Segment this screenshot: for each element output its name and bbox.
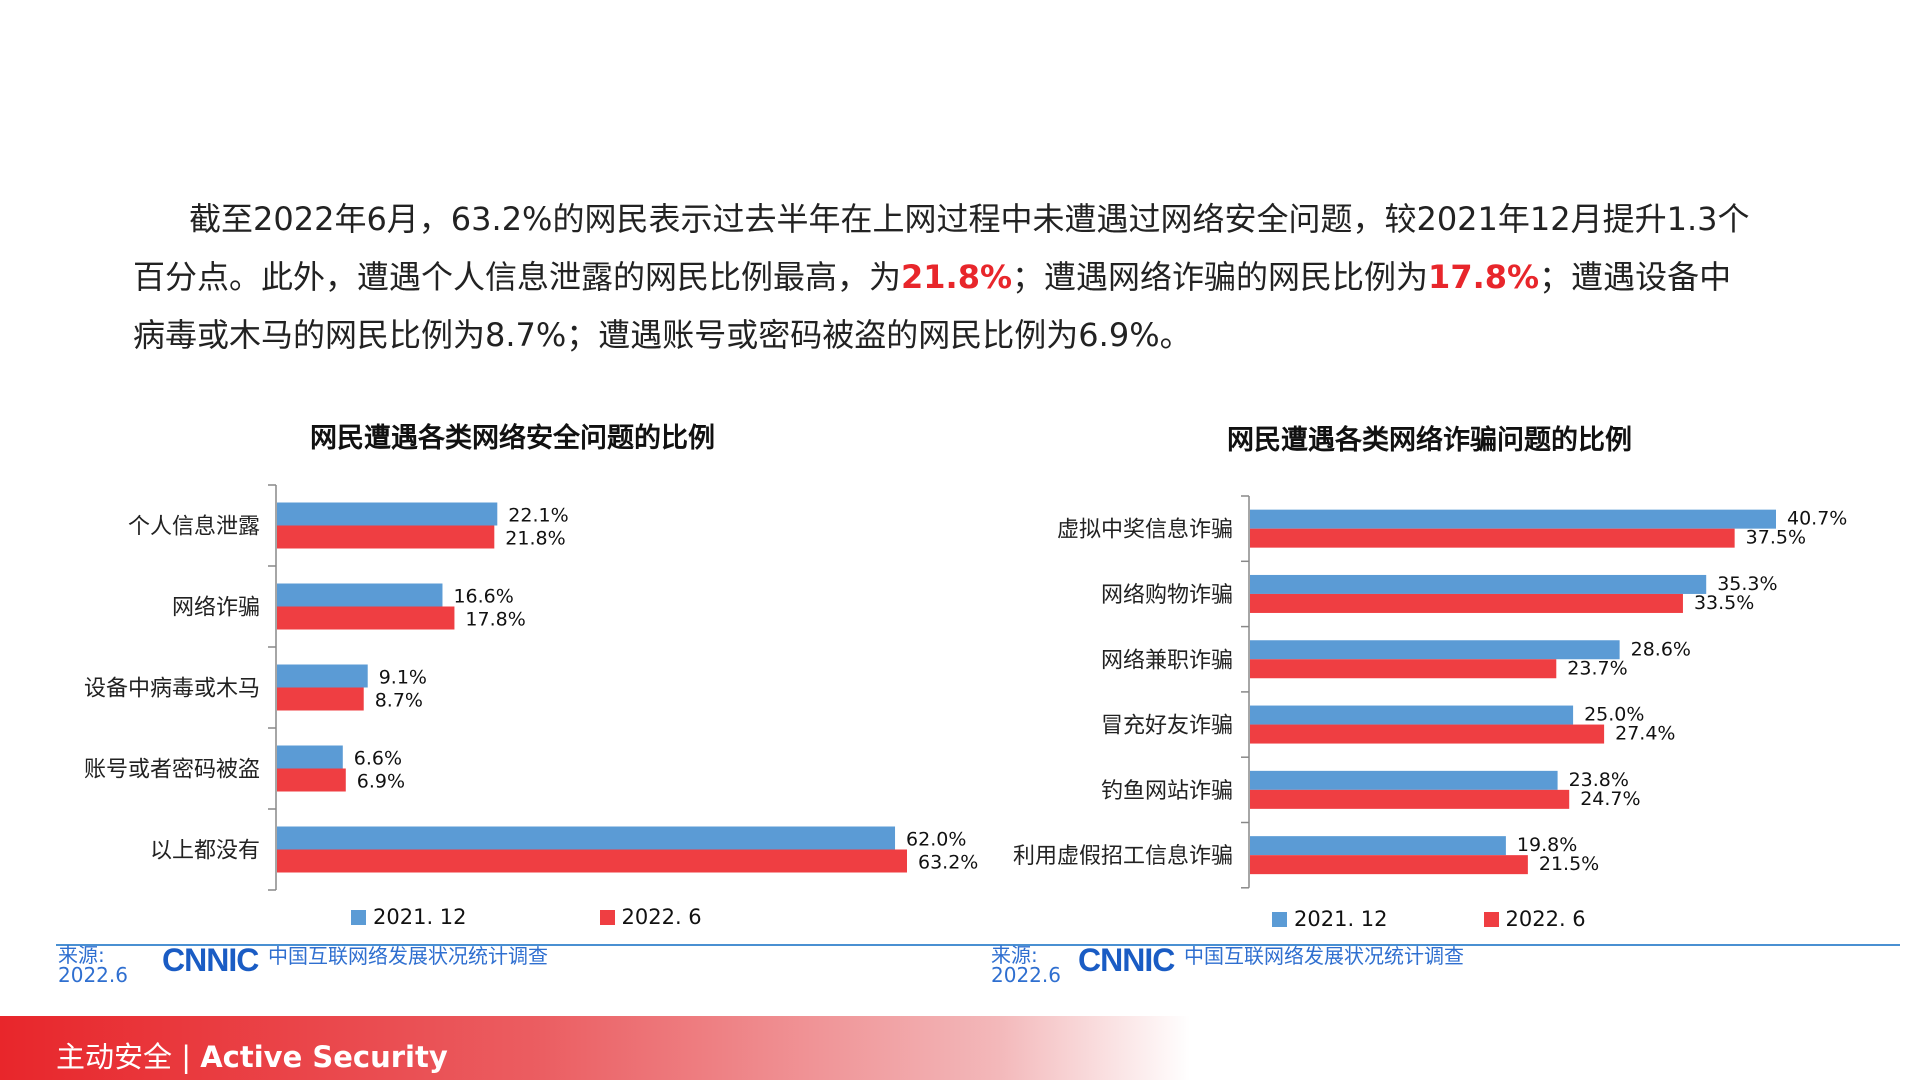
data-label: 22.1% <box>508 505 568 527</box>
source-date: 2022.6 <box>991 963 1061 987</box>
legend-label: 2021. 12 <box>373 905 467 929</box>
bar-blue <box>277 583 443 607</box>
bar-red <box>1250 855 1528 875</box>
data-label: 9.1% <box>379 667 427 689</box>
data-label: 6.9% <box>357 771 405 793</box>
category-label: 设备中病毒或木马 <box>84 677 260 702</box>
data-label: 33.5% <box>1694 592 1754 614</box>
legend-item-2022: 2022. 6 <box>599 905 702 929</box>
data-label: 17.8% <box>465 609 525 631</box>
data-label: 16.6% <box>453 586 513 608</box>
data-label: 25.0% <box>1584 704 1644 726</box>
bar-red <box>277 606 455 630</box>
category-label: 账号或者密码被盗 <box>84 758 260 783</box>
category-label: 网络诈骗 <box>172 596 260 621</box>
legend-label: 2022. 6 <box>1505 907 1586 931</box>
data-label: 6.6% <box>354 748 402 770</box>
data-label: 19.8% <box>1517 834 1577 856</box>
bar-blue <box>277 745 343 769</box>
category-label: 虚拟中奖信息诈骗 <box>1057 518 1233 543</box>
bar-blue <box>1250 640 1620 660</box>
category-label: 个人信息泄露 <box>128 515 260 540</box>
bar-red <box>1250 528 1735 548</box>
data-label: 28.6% <box>1631 638 1691 660</box>
source-org: 中国互联网络发展状况统计调查 <box>1184 944 1464 968</box>
bar-blue <box>277 826 896 850</box>
source-label: 来源: <box>58 943 105 967</box>
category-label: 利用虚假招工信息诈骗 <box>1013 844 1233 869</box>
bar-red <box>1250 724 1605 744</box>
legend-swatch-blue <box>1272 911 1287 927</box>
bar-blue <box>1250 705 1574 725</box>
legend-item-2022: 2022. 6 <box>1483 907 1586 931</box>
data-label: 63.2% <box>918 852 978 874</box>
data-label: 62.0% <box>906 829 966 851</box>
intro-paragraph: 截至2022年6月，63.2%的网民表示过去半年在上网过程中未遭遇过网络安全问题… <box>133 190 1753 364</box>
source-date: 2022.6 <box>58 963 128 987</box>
bar-red <box>1250 659 1557 679</box>
data-label: 23.8% <box>1569 769 1629 791</box>
bar-blue <box>277 502 498 526</box>
bar-red <box>277 525 495 549</box>
data-label: 24.7% <box>1580 788 1640 810</box>
bar-blue <box>1250 836 1506 856</box>
bar-blue <box>1250 509 1776 529</box>
category-label: 钓鱼网站诈骗 <box>1101 779 1233 804</box>
intro-text-1: 截至2022年6月，63.2%的网民表示过去半年在上网过程中未遭遇过网络安全问题… <box>133 200 1750 296</box>
footer-en: Active Security <box>200 1040 448 1074</box>
category-label: 冒充好友诈骗 <box>1101 714 1233 739</box>
footer-cn: 主动安全 <box>56 1040 173 1074</box>
data-label: 21.5% <box>1539 853 1599 875</box>
intro-highlight-2: 17.8% <box>1428 258 1540 296</box>
data-label: 35.3% <box>1717 573 1777 595</box>
legend-swatch-red <box>599 909 615 925</box>
chart-1-legend: 2021. 12 2022. 6 <box>351 905 702 929</box>
bar-blue <box>277 664 368 688</box>
intro-text-3: ；遭遇设备中病毒或木马的网民比例为8.7%；遭遇账号或密码被盗的网民比例为6.9… <box>133 258 1732 354</box>
bar-red <box>1250 789 1570 809</box>
source-divider <box>56 944 1900 946</box>
footer-band <box>0 1016 1920 1080</box>
bar-blue <box>1250 770 1558 790</box>
legend-label: 2022. 6 <box>621 905 702 929</box>
chart-2-title: 网民遭遇各类网络诈骗问题的比例 <box>1227 425 1632 456</box>
intro-highlight-1: 21.8% <box>901 258 1013 296</box>
cnnic-logo: CNNIC <box>1078 942 1175 978</box>
bar-red <box>277 849 907 873</box>
data-label: 21.8% <box>505 528 565 550</box>
legend-item-2021: 2021. 12 <box>1272 907 1388 931</box>
source-right: 来源: 2022.6 <box>991 945 1061 985</box>
data-label: 23.7% <box>1567 657 1627 679</box>
chart-2-legend: 2021. 12 2022. 6 <box>1272 907 1586 931</box>
legend-swatch-red <box>1483 911 1499 927</box>
chart-1-title: 网民遭遇各类网络安全问题的比例 <box>310 423 715 454</box>
source-label: 来源: <box>991 943 1038 967</box>
legend-label: 2021. 12 <box>1294 907 1388 931</box>
source-left: 来源: 2022.6 <box>58 945 128 985</box>
legend-item-2021: 2021. 12 <box>351 905 467 929</box>
category-label: 网络购物诈骗 <box>1101 583 1233 608</box>
data-label: 37.5% <box>1746 527 1806 549</box>
cnnic-logo: CNNIC <box>162 942 259 978</box>
intro-text-2: ；遭遇网络诈骗的网民比例为 <box>1012 258 1429 296</box>
footer-title: 主动安全 | Active Security <box>56 1034 448 1076</box>
category-label: 以上都没有 <box>150 839 260 864</box>
data-label: 27.4% <box>1615 723 1675 745</box>
footer-sep: | <box>181 1040 192 1074</box>
bar-red <box>277 768 346 792</box>
category-label: 网络兼职诈骗 <box>1101 648 1233 673</box>
source-org: 中国互联网络发展状况统计调查 <box>268 944 548 968</box>
bar-blue <box>1250 574 1707 594</box>
data-label: 40.7% <box>1787 508 1847 530</box>
legend-swatch-blue <box>351 909 366 925</box>
bar-red <box>277 687 364 711</box>
data-label: 8.7% <box>375 690 423 712</box>
bar-red <box>1250 593 1683 613</box>
